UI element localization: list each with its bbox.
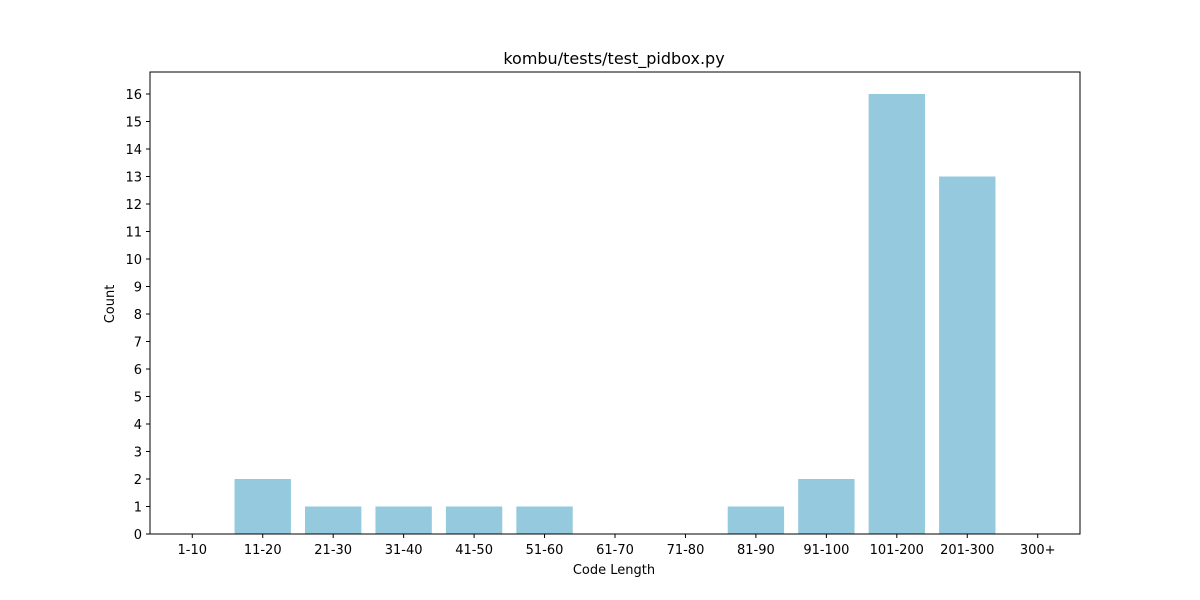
x-tick-label: 71-80 [667, 543, 705, 558]
y-tick-label: 10 [125, 253, 142, 268]
bar-201-300 [939, 176, 996, 534]
y-tick-label: 13 [125, 171, 142, 186]
y-tick-label: 1 [134, 501, 142, 516]
y-tick-label: 12 [125, 198, 142, 213]
bar-11-20 [234, 479, 291, 534]
bar-31-40 [375, 506, 432, 534]
y-tick-label: 4 [134, 418, 142, 433]
y-tick-label: 0 [134, 528, 142, 543]
bar-41-50 [445, 506, 503, 534]
x-tick-label: 91-100 [803, 543, 849, 558]
y-tick-label: 15 [125, 116, 142, 131]
y-tick-label: 7 [134, 336, 142, 351]
x-tick-label: 51-60 [526, 543, 564, 558]
y-tick-label: 2 [134, 473, 142, 488]
y-tick-label: 16 [125, 88, 142, 103]
x-tick-label: 81-90 [737, 543, 775, 558]
x-axis-label: Code Length [573, 563, 655, 578]
y-tick-label: 9 [134, 281, 142, 296]
x-tick-label: 41-50 [455, 543, 493, 558]
bar-81-90 [727, 506, 785, 534]
bars-group [234, 94, 996, 534]
bar-91-100 [798, 479, 855, 534]
bar-101-200 [868, 94, 925, 534]
x-tick-label: 201-300 [940, 543, 994, 558]
y-tick-label: 6 [134, 363, 142, 378]
x-tick-label: 21-30 [314, 543, 352, 558]
y-tick-label: 8 [134, 308, 142, 323]
y-tick-label: 5 [134, 391, 142, 406]
y-tick-label: 3 [134, 446, 142, 461]
x-ticks-group: 1-10 11-20 21-30 31-40 41-50 51-60 61-70 71-80 8… [178, 534, 1056, 558]
x-tick-label: 61-70 [596, 543, 634, 558]
x-tick-label: 101-200 [870, 543, 924, 558]
y-tick-label: 11 [125, 226, 142, 241]
x-tick-label: 11-20 [244, 543, 282, 558]
x-tick-label: 31-40 [385, 543, 423, 558]
x-tick-label: 1-10 [178, 543, 208, 558]
bar-21-30 [305, 506, 362, 534]
bar-51-60 [516, 506, 573, 534]
x-tick-label: 300+ [1020, 543, 1056, 558]
y-axis-label: Count [103, 285, 118, 324]
chart-title: kombu/tests/test_pidbox.py [503, 49, 724, 69]
plot-frame [149, 71, 1081, 535]
y-tick-label: 14 [125, 143, 142, 158]
